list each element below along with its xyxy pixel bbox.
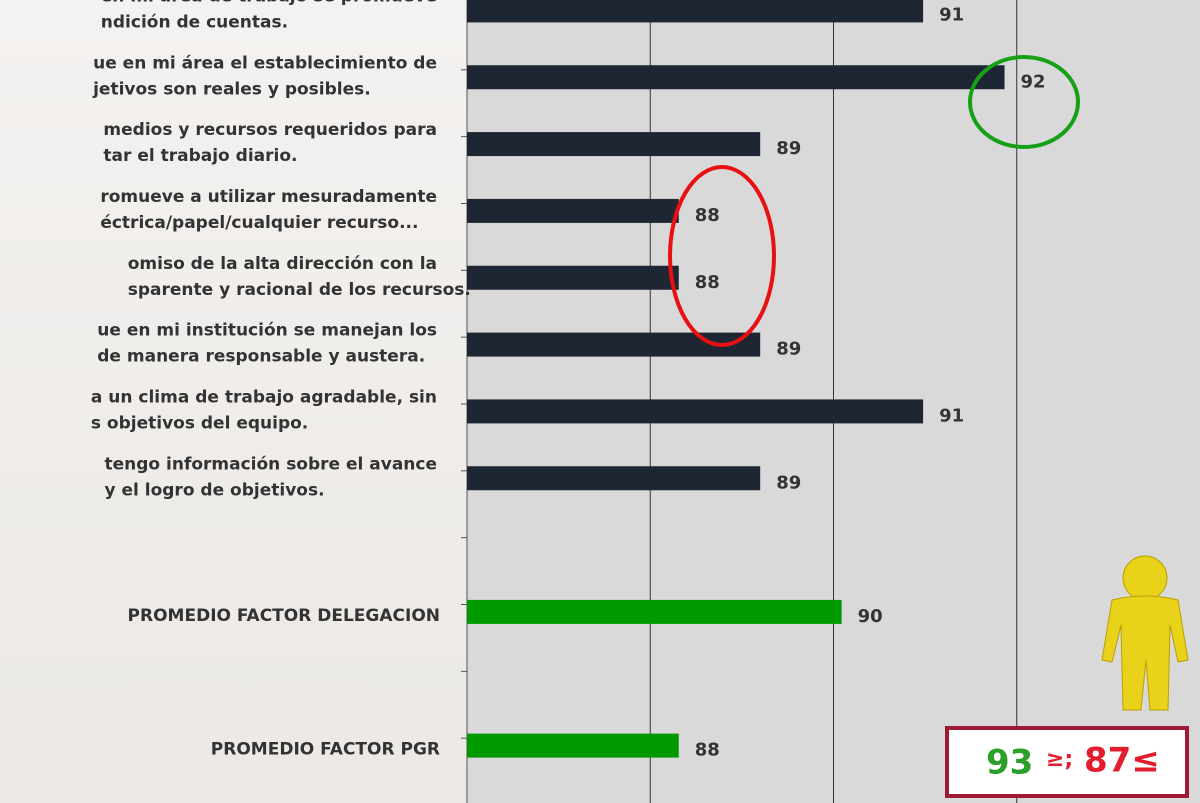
category-label: tengo información sobre el avance — [104, 454, 437, 474]
data-label: 89 — [776, 138, 801, 159]
category-label: romueve a utilizar mesuradamente — [100, 187, 437, 207]
category-label: y el logro de objetivos. — [104, 480, 324, 500]
category-label: éctrica/papel/cualquier recurso... — [100, 213, 418, 233]
data-label: 88 — [695, 740, 720, 761]
category-label: de manera responsable y austera. — [97, 347, 425, 367]
annotation: 93 — [986, 743, 1033, 783]
bar — [467, 733, 679, 758]
data-label: 89 — [776, 339, 801, 360]
category-label: sparente y racional de los recursos. — [128, 280, 471, 300]
data-label: 90 — [858, 606, 883, 627]
category-label: tar el trabajo diario. — [103, 146, 297, 166]
highlight-ellipse — [668, 165, 776, 347]
category-label: PROMEDIO FACTOR PGR — [211, 740, 440, 760]
bar — [467, 599, 842, 624]
highlight-ellipse — [968, 55, 1080, 149]
category-label: s objetivos del equipo. — [91, 413, 308, 433]
legend-box — [945, 726, 1189, 798]
bar — [467, 466, 761, 491]
annotation: ≥; — [1046, 747, 1073, 772]
data-label: 92 — [1021, 71, 1046, 92]
category-label: PROMEDIO FACTOR DELEGACION — [128, 606, 440, 626]
category-label: ue en mi área el establecimiento de — [93, 53, 437, 73]
category-label: ue en mi institución se manejan los — [97, 321, 437, 341]
bar — [467, 0, 924, 23]
bar — [467, 399, 924, 424]
data-label: 88 — [695, 272, 720, 293]
category-label: ndición de cuentas. — [101, 12, 288, 32]
category-label: medios y recursos requeridos para — [103, 120, 437, 140]
category-label: omiso de la alta dirección con la — [128, 254, 437, 274]
category-label: en mi área de trabajo se promueve — [101, 0, 437, 6]
bar — [467, 65, 1005, 90]
category-label: jetivos son reales y posibles. — [92, 79, 371, 99]
data-label: 91 — [939, 405, 964, 426]
person-icon — [1101, 555, 1189, 711]
bar — [467, 198, 679, 223]
data-label: 89 — [776, 472, 801, 493]
annotation: 87≤ — [1084, 741, 1160, 781]
category-label: a un clima de trabajo agradable, sin — [91, 387, 437, 407]
data-label: 88 — [695, 205, 720, 226]
bar — [467, 265, 679, 290]
bar — [467, 132, 761, 157]
data-label: 91 — [939, 4, 964, 25]
